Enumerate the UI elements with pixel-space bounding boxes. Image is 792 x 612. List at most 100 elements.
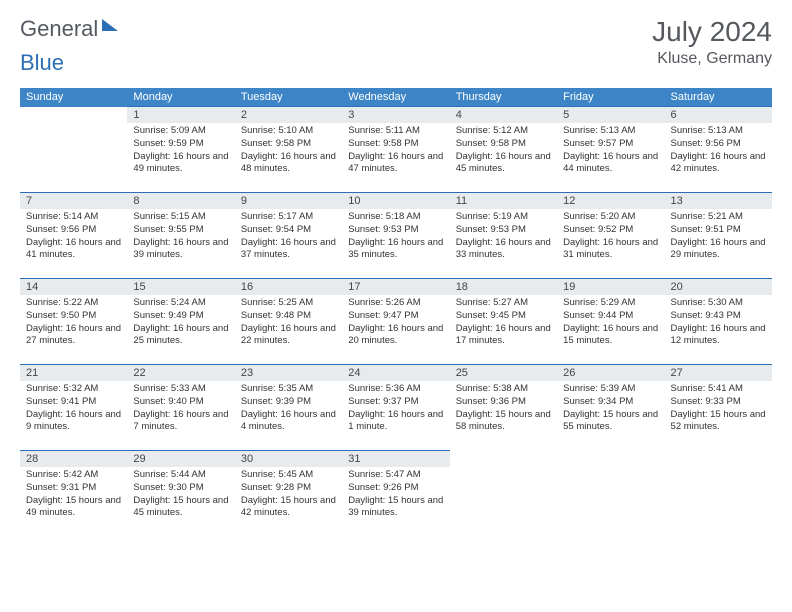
day-details: Sunrise: 5:33 AMSunset: 9:40 PMDaylight:… bbox=[127, 381, 234, 438]
calendar-cell: 31Sunrise: 5:47 AMSunset: 9:26 PMDayligh… bbox=[342, 451, 449, 537]
day-details: Sunrise: 5:11 AMSunset: 9:58 PMDaylight:… bbox=[342, 123, 449, 180]
day-details: Sunrise: 5:13 AMSunset: 9:56 PMDaylight:… bbox=[665, 123, 772, 180]
day-number: 6 bbox=[665, 107, 772, 123]
month-title: July 2024 bbox=[652, 16, 772, 48]
day-details: Sunrise: 5:17 AMSunset: 9:54 PMDaylight:… bbox=[235, 209, 342, 266]
weekday-header: Monday bbox=[127, 88, 234, 107]
day-number: 11 bbox=[450, 193, 557, 209]
day-number: 23 bbox=[235, 365, 342, 381]
day-details: Sunrise: 5:29 AMSunset: 9:44 PMDaylight:… bbox=[557, 295, 664, 352]
day-number: 30 bbox=[235, 451, 342, 467]
calendar-body: 1Sunrise: 5:09 AMSunset: 9:59 PMDaylight… bbox=[20, 107, 772, 537]
day-number: 17 bbox=[342, 279, 449, 295]
day-details: Sunrise: 5:21 AMSunset: 9:51 PMDaylight:… bbox=[665, 209, 772, 266]
day-details: Sunrise: 5:45 AMSunset: 9:28 PMDaylight:… bbox=[235, 467, 342, 524]
day-number: 2 bbox=[235, 107, 342, 123]
weekday-header: Tuesday bbox=[235, 88, 342, 107]
calendar-cell: 12Sunrise: 5:20 AMSunset: 9:52 PMDayligh… bbox=[557, 193, 664, 279]
calendar-cell: 6Sunrise: 5:13 AMSunset: 9:56 PMDaylight… bbox=[665, 107, 772, 193]
calendar-cell: 9Sunrise: 5:17 AMSunset: 9:54 PMDaylight… bbox=[235, 193, 342, 279]
calendar-cell: 3Sunrise: 5:11 AMSunset: 9:58 PMDaylight… bbox=[342, 107, 449, 193]
day-number: 26 bbox=[557, 365, 664, 381]
day-details: Sunrise: 5:13 AMSunset: 9:57 PMDaylight:… bbox=[557, 123, 664, 180]
day-number: 3 bbox=[342, 107, 449, 123]
day-details: Sunrise: 5:30 AMSunset: 9:43 PMDaylight:… bbox=[665, 295, 772, 352]
day-details: Sunrise: 5:22 AMSunset: 9:50 PMDaylight:… bbox=[20, 295, 127, 352]
calendar-row: 21Sunrise: 5:32 AMSunset: 9:41 PMDayligh… bbox=[20, 365, 772, 451]
day-details: Sunrise: 5:32 AMSunset: 9:41 PMDaylight:… bbox=[20, 381, 127, 438]
day-details: Sunrise: 5:25 AMSunset: 9:48 PMDaylight:… bbox=[235, 295, 342, 352]
day-details: Sunrise: 5:26 AMSunset: 9:47 PMDaylight:… bbox=[342, 295, 449, 352]
day-number: 12 bbox=[557, 193, 664, 209]
calendar-cell bbox=[20, 107, 127, 193]
day-details: Sunrise: 5:47 AMSunset: 9:26 PMDaylight:… bbox=[342, 467, 449, 524]
day-details: Sunrise: 5:09 AMSunset: 9:59 PMDaylight:… bbox=[127, 123, 234, 180]
weekday-header: Sunday bbox=[20, 88, 127, 107]
weekday-header: Saturday bbox=[665, 88, 772, 107]
calendar-row: 14Sunrise: 5:22 AMSunset: 9:50 PMDayligh… bbox=[20, 279, 772, 365]
calendar-header: SundayMondayTuesdayWednesdayThursdayFrid… bbox=[20, 88, 772, 107]
calendar-cell bbox=[450, 451, 557, 537]
day-number: 16 bbox=[235, 279, 342, 295]
calendar-cell: 21Sunrise: 5:32 AMSunset: 9:41 PMDayligh… bbox=[20, 365, 127, 451]
calendar-cell: 2Sunrise: 5:10 AMSunset: 9:58 PMDaylight… bbox=[235, 107, 342, 193]
day-details: Sunrise: 5:39 AMSunset: 9:34 PMDaylight:… bbox=[557, 381, 664, 438]
calendar-cell: 19Sunrise: 5:29 AMSunset: 9:44 PMDayligh… bbox=[557, 279, 664, 365]
calendar-cell: 11Sunrise: 5:19 AMSunset: 9:53 PMDayligh… bbox=[450, 193, 557, 279]
day-number: 5 bbox=[557, 107, 664, 123]
day-details: Sunrise: 5:38 AMSunset: 9:36 PMDaylight:… bbox=[450, 381, 557, 438]
day-details: Sunrise: 5:18 AMSunset: 9:53 PMDaylight:… bbox=[342, 209, 449, 266]
day-number: 22 bbox=[127, 365, 234, 381]
calendar-cell: 14Sunrise: 5:22 AMSunset: 9:50 PMDayligh… bbox=[20, 279, 127, 365]
calendar-cell: 8Sunrise: 5:15 AMSunset: 9:55 PMDaylight… bbox=[127, 193, 234, 279]
calendar-cell: 26Sunrise: 5:39 AMSunset: 9:34 PMDayligh… bbox=[557, 365, 664, 451]
day-details: Sunrise: 5:10 AMSunset: 9:58 PMDaylight:… bbox=[235, 123, 342, 180]
calendar-cell: 30Sunrise: 5:45 AMSunset: 9:28 PMDayligh… bbox=[235, 451, 342, 537]
day-number: 20 bbox=[665, 279, 772, 295]
calendar-cell bbox=[557, 451, 664, 537]
calendar-cell: 28Sunrise: 5:42 AMSunset: 9:31 PMDayligh… bbox=[20, 451, 127, 537]
day-number: 19 bbox=[557, 279, 664, 295]
day-details: Sunrise: 5:35 AMSunset: 9:39 PMDaylight:… bbox=[235, 381, 342, 438]
day-number: 27 bbox=[665, 365, 772, 381]
logo: General bbox=[20, 16, 118, 42]
day-details: Sunrise: 5:24 AMSunset: 9:49 PMDaylight:… bbox=[127, 295, 234, 352]
calendar-cell: 20Sunrise: 5:30 AMSunset: 9:43 PMDayligh… bbox=[665, 279, 772, 365]
day-number: 18 bbox=[450, 279, 557, 295]
calendar-row: 1Sunrise: 5:09 AMSunset: 9:59 PMDaylight… bbox=[20, 107, 772, 193]
logo-triangle-icon bbox=[102, 19, 118, 31]
day-number: 10 bbox=[342, 193, 449, 209]
calendar-cell: 27Sunrise: 5:41 AMSunset: 9:33 PMDayligh… bbox=[665, 365, 772, 451]
day-number: 14 bbox=[20, 279, 127, 295]
logo-text-general: General bbox=[20, 16, 98, 42]
day-number: 9 bbox=[235, 193, 342, 209]
day-details: Sunrise: 5:27 AMSunset: 9:45 PMDaylight:… bbox=[450, 295, 557, 352]
day-number: 29 bbox=[127, 451, 234, 467]
calendar-cell: 16Sunrise: 5:25 AMSunset: 9:48 PMDayligh… bbox=[235, 279, 342, 365]
calendar-table: SundayMondayTuesdayWednesdayThursdayFrid… bbox=[20, 88, 772, 537]
day-number: 4 bbox=[450, 107, 557, 123]
day-details: Sunrise: 5:42 AMSunset: 9:31 PMDaylight:… bbox=[20, 467, 127, 524]
calendar-cell bbox=[665, 451, 772, 537]
day-details: Sunrise: 5:41 AMSunset: 9:33 PMDaylight:… bbox=[665, 381, 772, 438]
day-number: 21 bbox=[20, 365, 127, 381]
calendar-cell: 5Sunrise: 5:13 AMSunset: 9:57 PMDaylight… bbox=[557, 107, 664, 193]
weekday-header: Thursday bbox=[450, 88, 557, 107]
day-details: Sunrise: 5:44 AMSunset: 9:30 PMDaylight:… bbox=[127, 467, 234, 524]
day-number: 25 bbox=[450, 365, 557, 381]
calendar-cell: 13Sunrise: 5:21 AMSunset: 9:51 PMDayligh… bbox=[665, 193, 772, 279]
calendar-cell: 23Sunrise: 5:35 AMSunset: 9:39 PMDayligh… bbox=[235, 365, 342, 451]
calendar-cell: 10Sunrise: 5:18 AMSunset: 9:53 PMDayligh… bbox=[342, 193, 449, 279]
calendar-cell: 22Sunrise: 5:33 AMSunset: 9:40 PMDayligh… bbox=[127, 365, 234, 451]
day-details: Sunrise: 5:36 AMSunset: 9:37 PMDaylight:… bbox=[342, 381, 449, 438]
day-number: 8 bbox=[127, 193, 234, 209]
calendar-cell: 18Sunrise: 5:27 AMSunset: 9:45 PMDayligh… bbox=[450, 279, 557, 365]
calendar-cell: 25Sunrise: 5:38 AMSunset: 9:36 PMDayligh… bbox=[450, 365, 557, 451]
day-details: Sunrise: 5:15 AMSunset: 9:55 PMDaylight:… bbox=[127, 209, 234, 266]
day-details: Sunrise: 5:19 AMSunset: 9:53 PMDaylight:… bbox=[450, 209, 557, 266]
weekday-header: Friday bbox=[557, 88, 664, 107]
calendar-cell: 29Sunrise: 5:44 AMSunset: 9:30 PMDayligh… bbox=[127, 451, 234, 537]
day-number: 7 bbox=[20, 193, 127, 209]
calendar-row: 7Sunrise: 5:14 AMSunset: 9:56 PMDaylight… bbox=[20, 193, 772, 279]
day-number: 31 bbox=[342, 451, 449, 467]
